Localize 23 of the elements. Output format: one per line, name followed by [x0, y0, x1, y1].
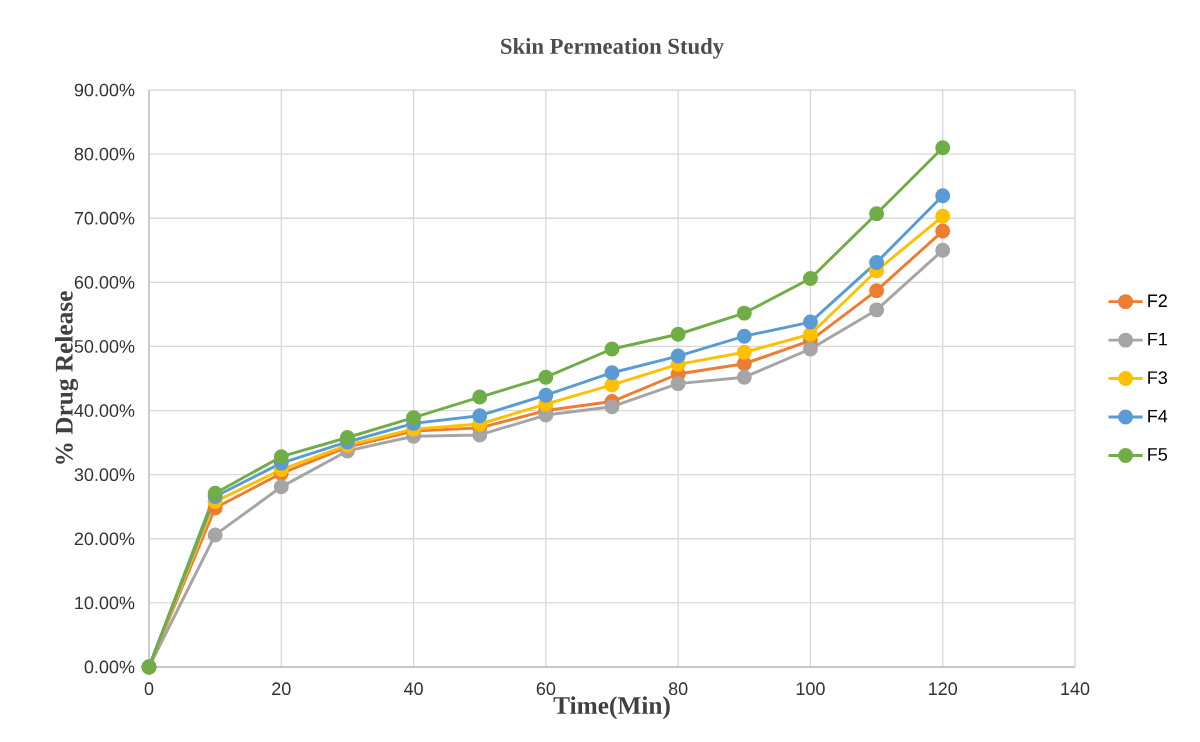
x-tick-label: 20: [272, 682, 291, 696]
y-tick-label: 0.00%: [84, 660, 135, 674]
legend-label: F2: [1148, 294, 1167, 307]
y-tick-label: 30.00%: [74, 468, 135, 482]
y-tick-label: 90.00%: [74, 83, 135, 97]
y-tick-label: 80.00%: [74, 147, 135, 161]
x-axis-title: Time(Min): [553, 696, 670, 720]
legend-label: F1: [1148, 332, 1167, 346]
x-tick-label: 100: [796, 682, 825, 696]
x-tick-label: 80: [668, 682, 688, 696]
y-tick-label: 60.00%: [74, 275, 135, 289]
x-tick-label: 40: [403, 682, 423, 696]
legend-label: F4: [1148, 409, 1168, 423]
x-tick-label: 60: [536, 682, 556, 696]
chart-title: Skin Permeation Study: [501, 38, 724, 59]
x-tick-label: 0: [144, 682, 154, 696]
legend-label: F5: [1148, 448, 1168, 461]
y-tick-label: 10.00%: [75, 596, 135, 610]
x-tick-label: 140: [1061, 682, 1090, 696]
legend-label: F3: [1148, 371, 1168, 385]
y-tick-label: 70.00%: [74, 211, 135, 225]
y-tick-label: 20.00%: [74, 532, 135, 546]
x-tick-label: 120: [929, 682, 958, 696]
